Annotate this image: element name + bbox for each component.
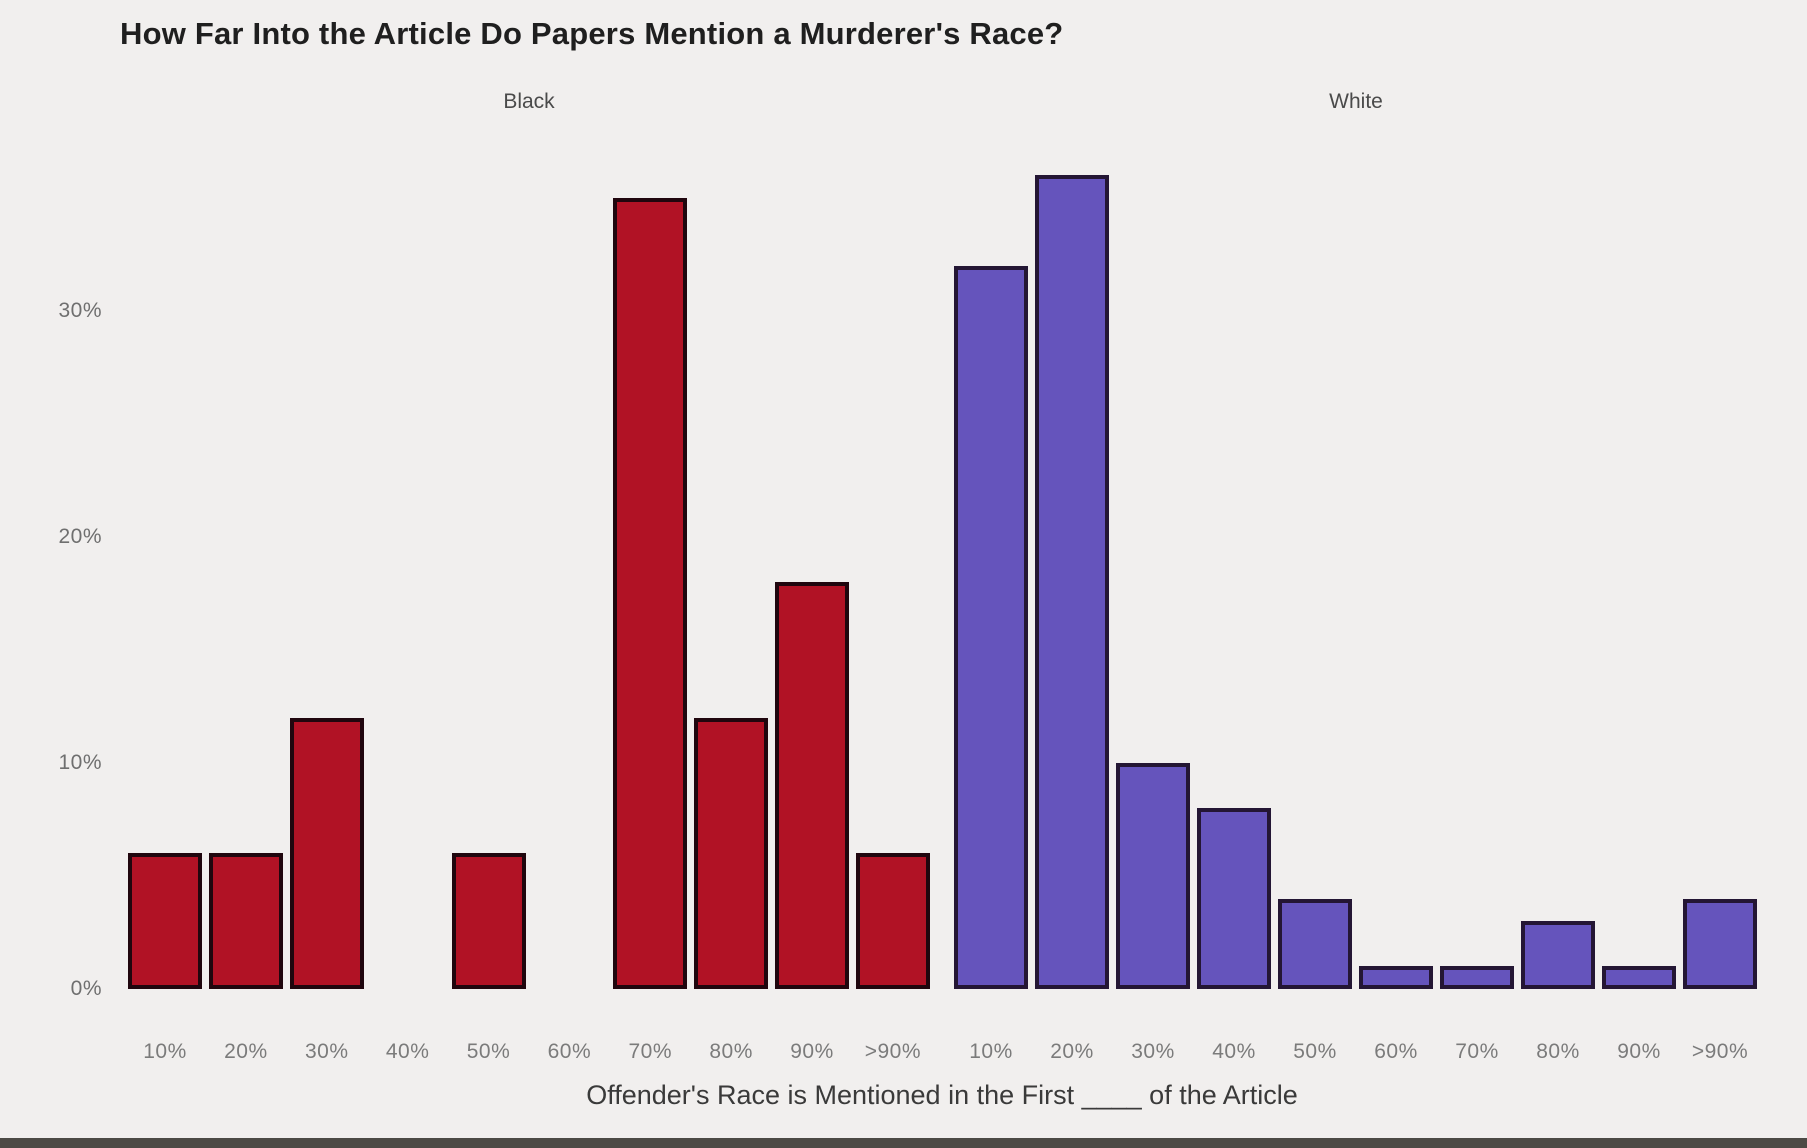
bar-slot-black-90% — [775, 139, 849, 989]
bar-slot-black-20% — [208, 139, 283, 989]
chart-title: How Far Into the Article Do Papers Menti… — [120, 16, 1064, 51]
x-tick-label-black-20%: 20% — [224, 1040, 268, 1063]
x-tick-label-black-10%: 10% — [143, 1040, 187, 1063]
bar-slot-white-20% — [1035, 139, 1109, 989]
y-tick-label-20%: 20% — [58, 525, 102, 548]
bar-slot-white-50% — [1278, 139, 1352, 989]
x-tick-label-black->90%: >90% — [864, 1040, 922, 1063]
bar-white-10% — [954, 265, 1028, 989]
x-tick-label-black-70%: 70% — [628, 1040, 673, 1063]
x-tick-label-white-50%: 50% — [1293, 1040, 1337, 1063]
bar-white-70% — [1440, 966, 1514, 989]
bar-slot-white-90% — [1602, 139, 1676, 989]
bar-slot-white-70% — [1440, 139, 1514, 989]
x-tick-label-white-60%: 60% — [1374, 1040, 1418, 1063]
bar-slot-black->90% — [855, 139, 930, 989]
panel-label-white: White — [1329, 90, 1383, 113]
panel-xlabels-white: 10% 20% 30% 40% 50% 60% 70% 80% 90% >90% — [954, 1040, 1757, 1064]
panel-bars-white — [954, 139, 1757, 989]
bar-slot-black-60% — [532, 139, 606, 989]
bar-black-90% — [775, 582, 849, 989]
x-tick-label-white-80%: 80% — [1536, 1040, 1580, 1063]
bar-white-80% — [1521, 921, 1595, 989]
x-tick-label-white-40%: 40% — [1212, 1040, 1256, 1063]
bar-black-80% — [694, 717, 769, 989]
y-tick-label-30%: 30% — [58, 299, 102, 322]
x-tick-label-white-20%: 20% — [1050, 1040, 1094, 1063]
bar-slot-white->90% — [1683, 139, 1757, 989]
panel-xlabels-black: 10% 20% 30% 40% 50% 60% 70% 80% 90% >90% — [128, 1040, 930, 1064]
bar-white-90% — [1602, 966, 1676, 989]
x-tick-label-black-60%: 60% — [547, 1040, 592, 1063]
bar-white->90% — [1683, 898, 1757, 989]
bar-black->90% — [855, 853, 930, 989]
bar-slot-white-30% — [1116, 139, 1190, 989]
bar-slot-white-10% — [954, 139, 1028, 989]
y-tick-label-10%: 10% — [58, 751, 102, 774]
bar-white-60% — [1359, 966, 1433, 989]
x-tick-label-black-40%: 40% — [385, 1040, 430, 1063]
bar-black-30% — [289, 717, 364, 989]
bar-black-20% — [208, 853, 283, 989]
x-tick-label-black-90%: 90% — [790, 1040, 834, 1063]
x-tick-label-white-90%: 90% — [1617, 1040, 1661, 1063]
x-tick-label-white-10%: 10% — [969, 1040, 1013, 1063]
bar-slot-white-60% — [1359, 139, 1433, 989]
bar-slot-white-80% — [1521, 139, 1595, 989]
bar-slot-black-30% — [289, 139, 364, 989]
bar-slot-black-50% — [451, 139, 526, 989]
bar-black-50% — [451, 853, 526, 989]
panel-label-black: Black — [503, 90, 555, 113]
bar-white-50% — [1278, 898, 1352, 989]
x-tick-label-white-30%: 30% — [1131, 1040, 1175, 1063]
bar-white-20% — [1035, 175, 1109, 989]
panel-bars-black — [128, 139, 930, 989]
bar-black-70% — [613, 198, 688, 989]
bar-white-30% — [1116, 763, 1190, 989]
x-tick-label-black-30%: 30% — [304, 1040, 349, 1063]
bar-slot-black-40% — [371, 139, 445, 989]
x-tick-label-white-70%: 70% — [1455, 1040, 1499, 1063]
bar-slot-black-10% — [128, 139, 202, 989]
x-tick-label-white->90%: >90% — [1691, 1040, 1749, 1063]
x-tick-label-black-50%: 50% — [466, 1040, 511, 1063]
y-tick-label-0%: 0% — [70, 977, 102, 1000]
x-axis-title: Offender's Race is Mentioned in the Firs… — [586, 1080, 1298, 1110]
x-tick-label-black-80%: 80% — [709, 1040, 753, 1063]
bar-white-40% — [1197, 808, 1271, 989]
bar-slot-white-40% — [1197, 139, 1271, 989]
bar-slot-black-80% — [694, 139, 769, 989]
bar-slot-black-70% — [613, 139, 688, 989]
bar-black-10% — [128, 853, 202, 989]
bottom-bar — [0, 1138, 1807, 1148]
